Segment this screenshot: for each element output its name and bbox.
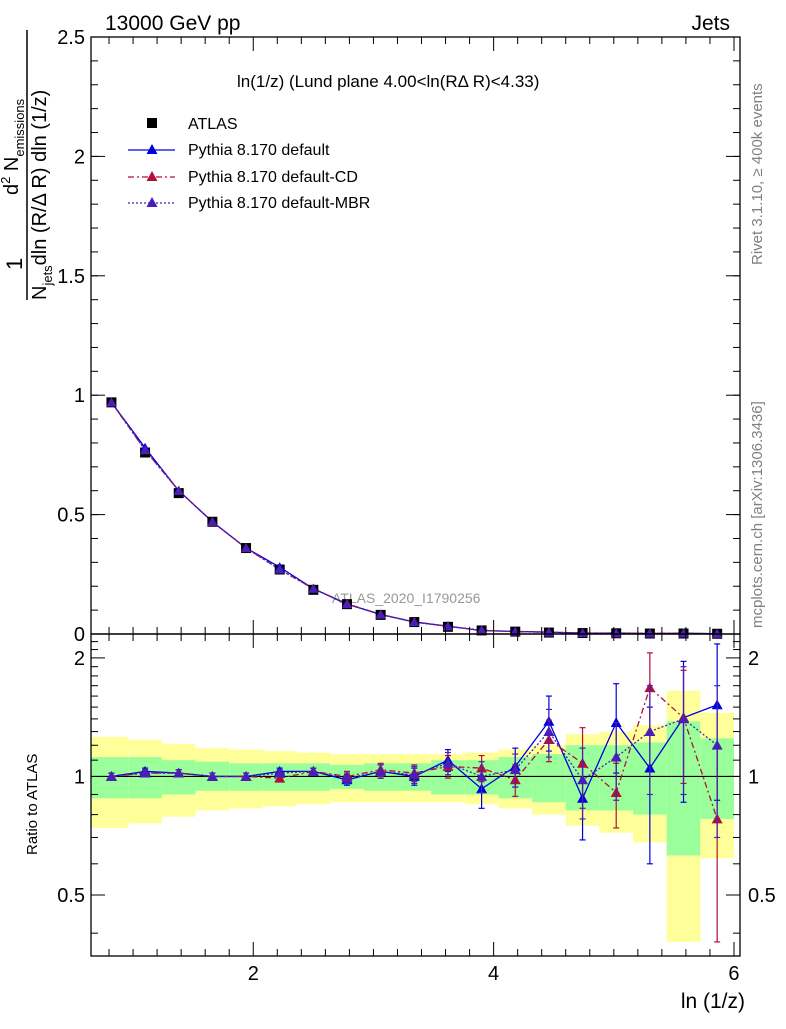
ratio-ytick-label: 1: [74, 766, 85, 788]
analysis-watermark: ATLAS_2020_I1790256: [332, 590, 481, 606]
ratio-point: [678, 713, 690, 724]
mc-point: [207, 516, 218, 526]
ratio-ytick-label: 0.5: [57, 885, 85, 907]
ratio-point: [105, 770, 117, 781]
header-jets-label: Jets: [691, 12, 730, 35]
ratio-point: [240, 770, 252, 781]
mc-point: [375, 609, 386, 619]
ratio-point: [173, 767, 185, 778]
main-ytick-label: 0.5: [57, 505, 85, 527]
ratio-point: [509, 764, 521, 775]
ylabel-num: d: [1, 184, 23, 195]
rivet-version-label: Rivet 3.1.10, ≥ 400k events: [749, 83, 766, 265]
mcplots-label: mcplots.cern.ch [arXiv:1306.3436]: [749, 401, 766, 628]
ratio-xtick-label: 4: [488, 963, 499, 985]
plot-title: ln(1/z) (Lund plane 4.00<ln(RΔ R)<4.33): [237, 72, 539, 91]
stat-band-bin: [128, 757, 162, 799]
mc-point: [476, 625, 487, 635]
ratio-point: [375, 765, 387, 776]
legend: ATLAS Pythia 8.170 default Pythia 8.170 …: [128, 116, 370, 212]
mc-point: [712, 628, 723, 638]
ylabel-num-sub: emissions: [12, 98, 27, 156]
ratio-point: [139, 767, 151, 778]
legend-cd-marker: [146, 171, 158, 181]
mc-point: [173, 485, 184, 495]
mc-point: [241, 543, 252, 553]
ylabel-one: 1: [2, 258, 27, 270]
ylabel-numerator: d2 Nemissions: [0, 98, 27, 195]
ratio-point: [577, 774, 589, 785]
legend-default-marker: [146, 144, 158, 154]
main-ytick-label: 0: [74, 624, 85, 646]
ratio-point: [206, 770, 218, 781]
ratio-point: [274, 772, 286, 783]
header-energy-label: 13000 GeV pp: [105, 12, 240, 35]
legend-default-label: Pythia 8.170 default: [188, 142, 330, 159]
axes: 0 0.5 1 1.5 2 2.5 2 4 6 0.5 0.5 1 1 2 2: [57, 27, 776, 985]
ratio-ytick-label: 2: [74, 648, 85, 670]
ratio-point: [274, 767, 286, 778]
mc-point: [274, 564, 285, 574]
mc-point: [106, 397, 117, 407]
legend-mbr-label: Pythia 8.170 default-MBR: [188, 195, 370, 212]
legend-atlas-marker: [147, 118, 157, 128]
ratio-point: [307, 765, 319, 776]
ratio-point: [442, 757, 454, 768]
legend-mbr-marker: [146, 197, 158, 207]
x-axis-label: ln (1/z): [681, 990, 745, 1013]
ratio-series: [105, 643, 723, 943]
main-ytick-label: 2.5: [57, 27, 85, 49]
ratio-point: [644, 726, 656, 736]
ratio-xtick-label: 2: [248, 963, 259, 985]
ylabel-num-sup: 2: [0, 177, 13, 184]
ratio-point: [476, 770, 488, 781]
mc-point: [409, 617, 420, 627]
ratio-ytick-label-right: 1: [748, 766, 759, 788]
ratio-point: [341, 772, 353, 783]
mc-point: [577, 628, 588, 638]
mc-point: [308, 583, 319, 593]
ratio-ytick-label-right: 2: [748, 648, 759, 670]
ylabel-njets-sub: jets: [40, 265, 55, 287]
main-ytick-label: 1.5: [57, 266, 85, 288]
ratio-xtick-label: 6: [728, 963, 739, 985]
ylabel-njets: N: [29, 286, 51, 300]
ratio-point: [408, 769, 420, 780]
ratio-frame: [90, 633, 741, 957]
main-ytick-label: 2: [74, 146, 85, 168]
ratio-point: [711, 739, 723, 750]
mc-point: [140, 445, 151, 455]
ylabel-denominator: Njetsdln (R/Δ R) dln (1/z): [29, 90, 55, 300]
ylabel-den: dln (R/Δ R) dln (1/z): [29, 90, 51, 266]
ratio-point: [543, 726, 555, 736]
ratio-point: [610, 751, 622, 762]
mc-point: [644, 628, 655, 638]
main-ylabel: 1 Njetsdln (R/Δ R) dln (1/z) d2 Nemissio…: [0, 30, 55, 300]
ylabel-num-n: N: [1, 157, 23, 177]
ratio-bands: [91, 690, 740, 942]
mc-point: [341, 599, 352, 609]
legend-atlas-label: ATLAS: [188, 116, 238, 133]
main-ytick-label: 1: [74, 385, 85, 407]
ratio-ylabel: Ratio to ATLAS: [24, 754, 41, 855]
ratio-ytick-label-right: 0.5: [748, 885, 776, 907]
legend-cd-label: Pythia 8.170 default-CD: [188, 169, 358, 186]
